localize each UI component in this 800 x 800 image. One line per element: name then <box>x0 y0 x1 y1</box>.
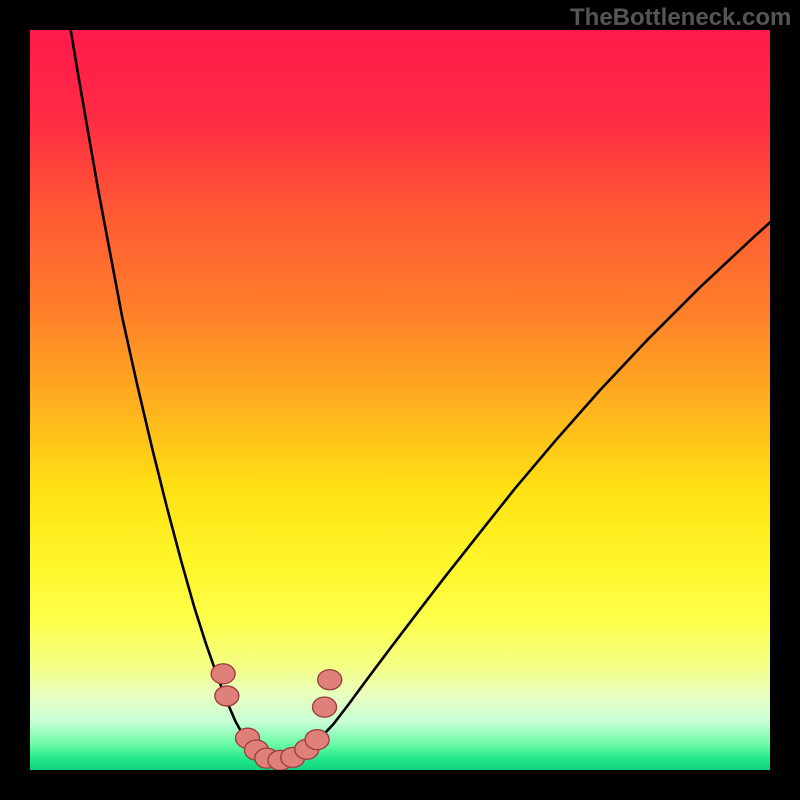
chart-svg <box>30 30 770 770</box>
data-point-marker <box>318 670 342 690</box>
plot-area <box>30 30 770 770</box>
data-point-marker <box>305 730 329 750</box>
chart-container: TheBottleneck.com <box>0 0 800 800</box>
data-point-marker <box>211 664 235 684</box>
data-point-marker <box>215 686 239 706</box>
watermark-label: TheBottleneck.com <box>570 4 791 32</box>
data-point-marker <box>313 697 337 717</box>
